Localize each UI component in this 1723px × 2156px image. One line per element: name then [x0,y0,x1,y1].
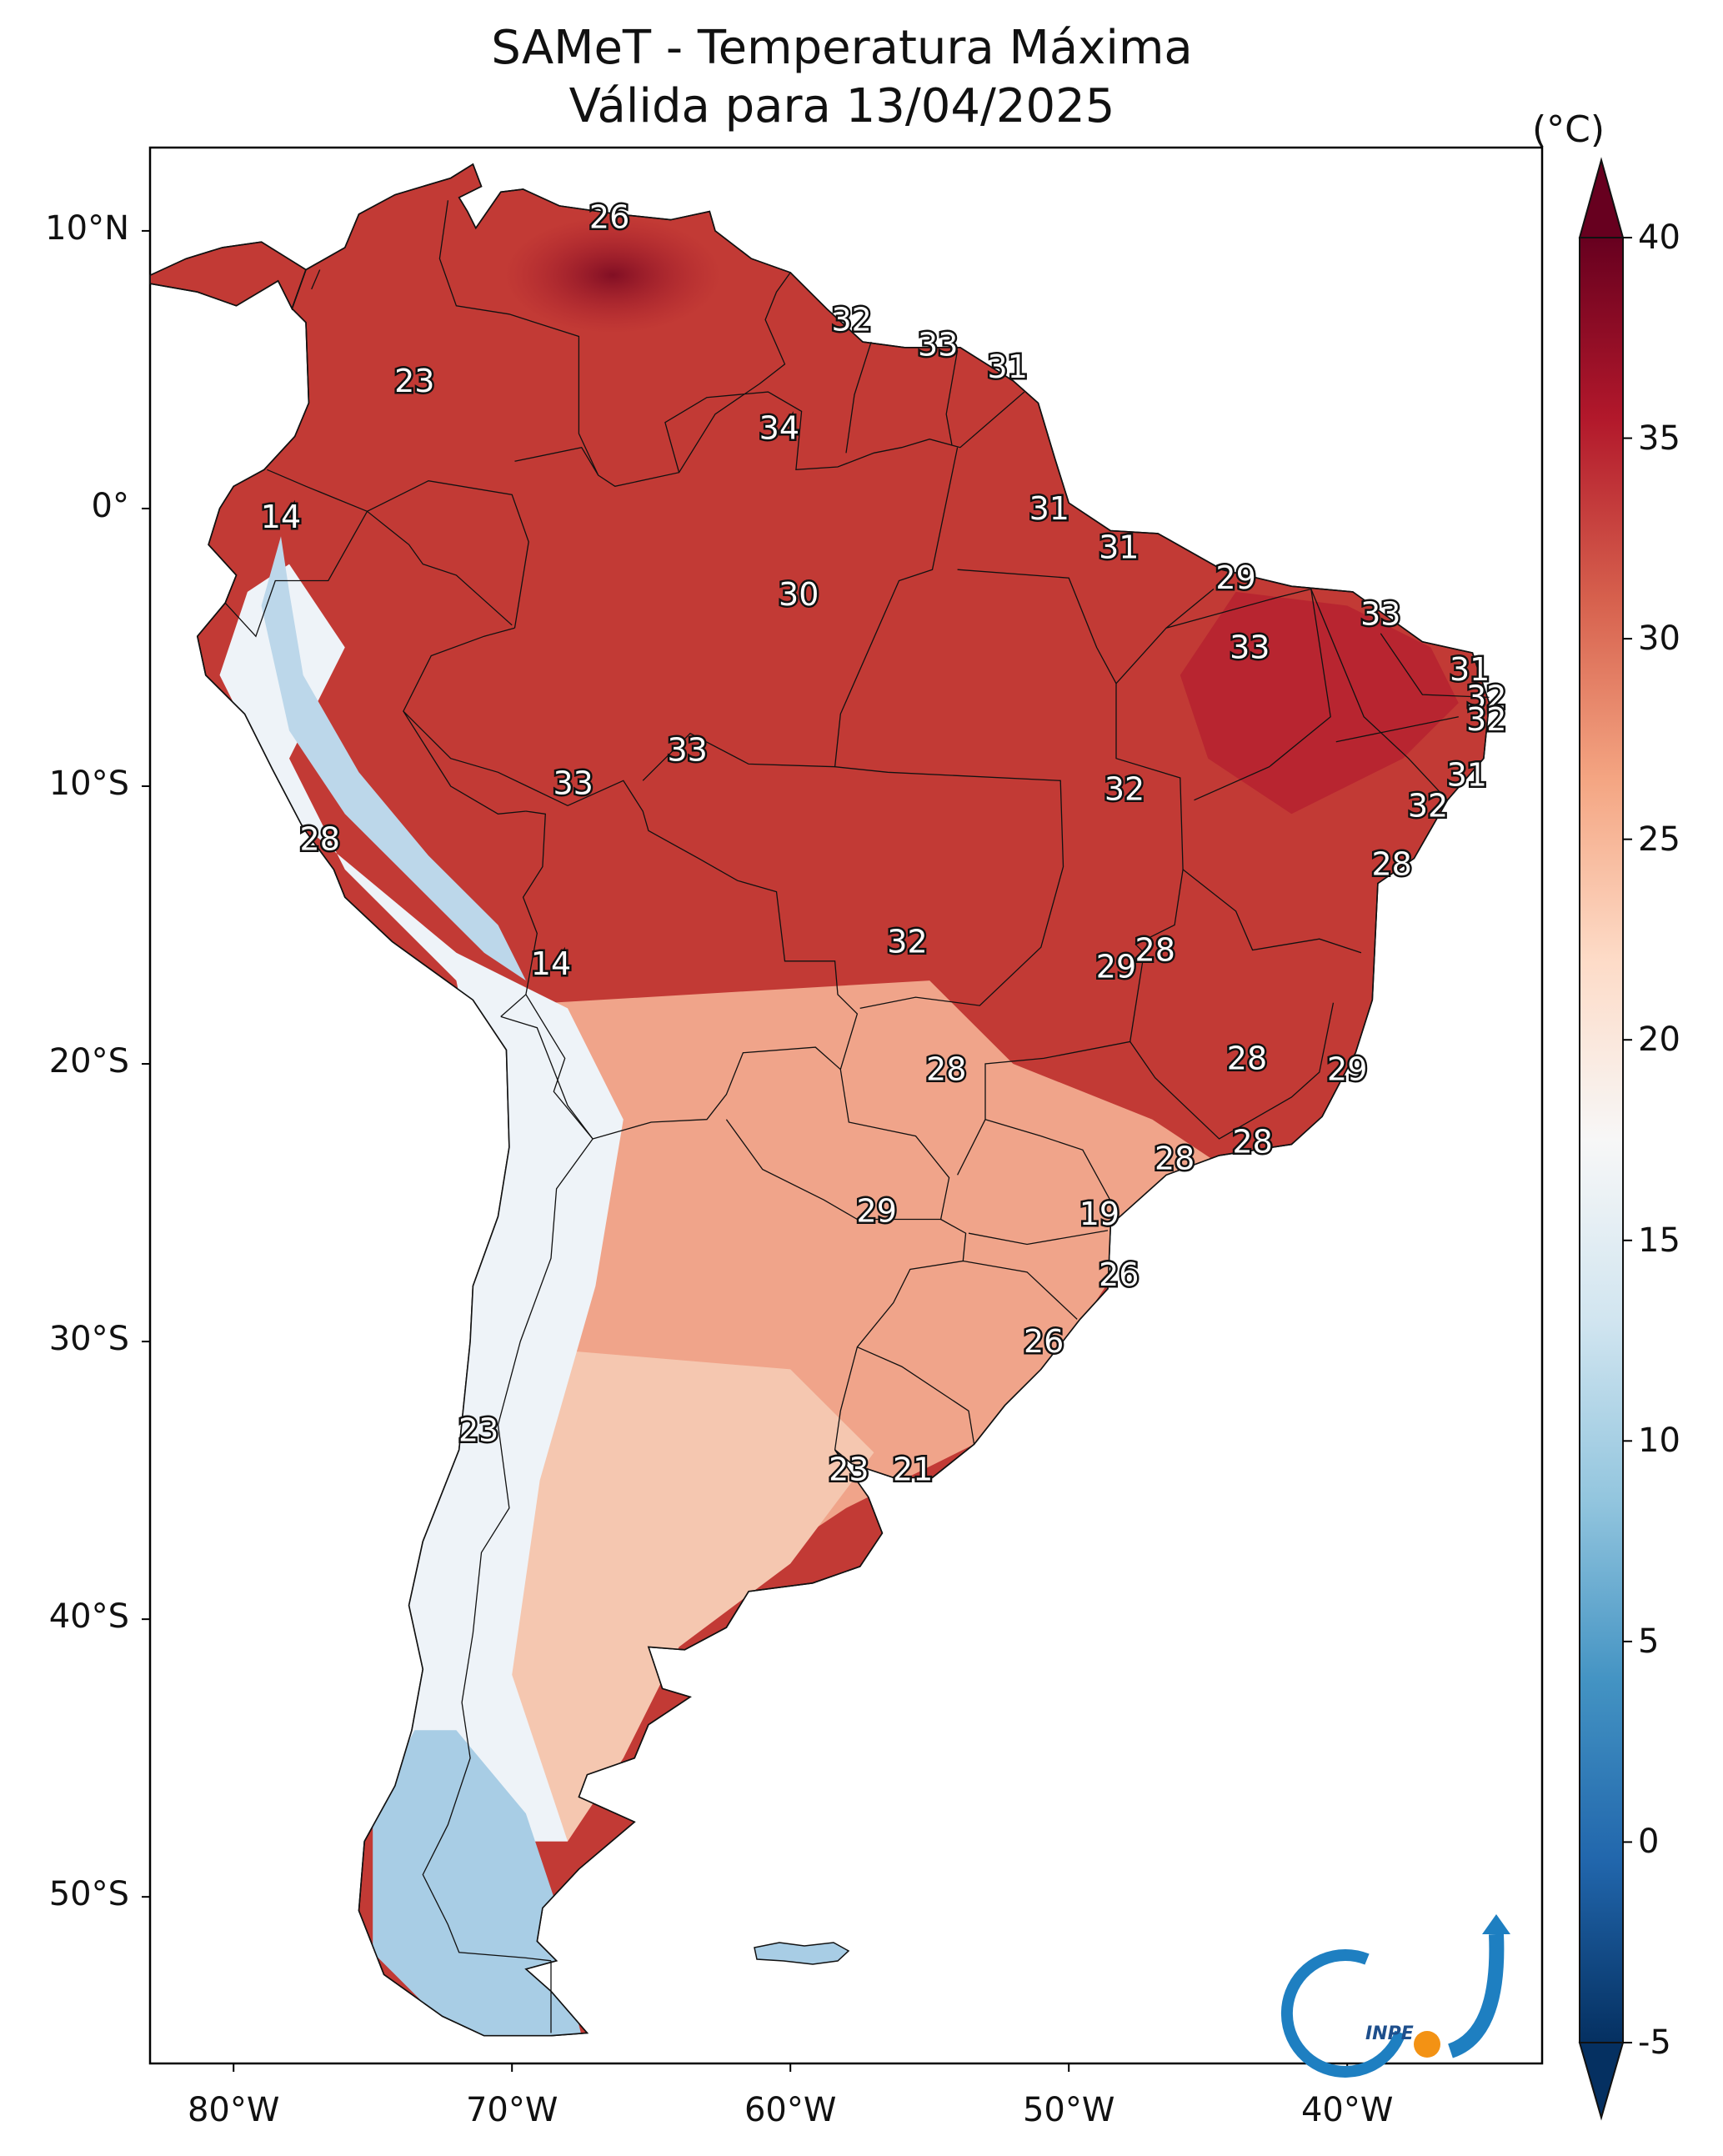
temperature-point-label: 26 [1099,1256,1139,1293]
temperature-point-label: 34 [759,409,799,446]
colorbar-tick-label: 5 [1638,1622,1660,1661]
temperature-point-label: 23 [829,1451,869,1487]
temperature-point-label: 19 [1079,1196,1119,1232]
inpe-logo-text: INPE [1365,2023,1414,2044]
temperature-point-label: 28 [1135,931,1175,968]
lat-tick-label: 10°N [45,208,129,248]
colorbar-tick-label: 15 [1638,1221,1680,1260]
lat-tick-label: 40°S [48,1597,129,1637]
temperature-point-label: 29 [1096,948,1136,985]
colorbar [1578,157,1632,2121]
temperature-point-label: 23 [458,1412,498,1449]
colorbar-tick-label: 0 [1638,1823,1660,1862]
colorbar-tick-label: 10 [1638,1421,1680,1461]
lat-tick-label: 10°S [48,765,129,803]
temperature-field [219,217,1459,2036]
colorbar-body [1580,238,1623,2043]
colorbar-max-extend [1578,157,1625,238]
temperature-point-label: 31 [1450,651,1490,688]
temperature-point-label: 32 [1408,787,1448,824]
falkland-islands [754,1942,850,1965]
country-borders [224,200,1490,2033]
axis-ticks [142,229,1349,2072]
temperature-point-label: 31 [988,348,1028,385]
temperature-point-label: 31 [1099,529,1139,566]
colorbar-tick-label: 25 [1638,820,1680,859]
lon-tick-label: 70°W [465,2091,558,2129]
lat-tick-label: 30°S [48,1320,129,1359]
temperature-point-label: 32 [1104,770,1144,807]
temperature-point-label: 26 [1024,1323,1064,1360]
temperature-point-label: 21 [893,1451,933,1487]
temperature-point-label: 32 [832,301,872,338]
lat-tick-label: 20°S [48,1042,129,1081]
temperature-point-label: 28 [300,820,340,857]
coastline [149,163,1490,2037]
temperature-point-label: 32 [1466,701,1506,738]
lon-tick-label: 40°W [1300,2091,1394,2129]
lat-tick-label: 50°S [48,1875,129,1914]
colorbar-tick-label: 30 [1638,619,1680,659]
temperature-point-label: 29 [1215,559,1255,596]
map-title-line2: Válida para 13/04/2025 [568,79,1115,133]
temperature-point-label: 28 [1155,1140,1195,1176]
temperature-point-label: 28 [1232,1123,1272,1160]
temperature-point-label: 33 [1360,596,1400,633]
temperature-point-label: 28 [1371,845,1411,882]
lon-tick-label: 50°W [1022,2091,1115,2129]
temperature-point-label: 28 [1227,1040,1267,1076]
temperature-point-label: 14 [261,499,301,535]
temperature-point-label: 30 [779,576,819,613]
colorbar-tick-label: 35 [1638,419,1680,458]
colorbar-unit: (°C) [1532,108,1605,151]
temperature-point-label: 29 [1327,1051,1367,1088]
colorbar-tick-label: -5 [1638,2023,1671,2062]
temperature-point-label: 33 [667,732,707,769]
temperature-point-label: 31 [1029,490,1069,527]
lon-tick-label: 60°W [744,2091,837,2129]
temperature-point-label: 33 [553,765,594,802]
temperature-point-label: 32 [1466,679,1506,715]
temperature-point-label: 28 [926,1051,966,1088]
map-title-line1: SAMeT - Temperatura Máxima [491,21,1193,75]
lon-tick-label: 80°W [187,2091,280,2129]
temperature-point-label: 23 [394,363,434,399]
temperature-point-label: 14 [531,945,571,982]
lat-tick-label: 0° [91,486,129,525]
inpe-logo: INPE [1280,1914,1510,2078]
temperature-point-label: 29 [857,1193,897,1230]
temperature-point-label: 26 [589,198,629,235]
temperature-point-label: 32 [887,924,927,960]
temperature-point-label: 33 [1230,629,1270,665]
temperature-point-label: 33 [918,326,958,363]
colorbar-min-extend [1578,2042,1625,2121]
colorbar-tick-label: 20 [1638,1020,1680,1060]
colorbar-tick-label: 40 [1638,218,1680,257]
temperature-point-label: 31 [1447,757,1487,794]
